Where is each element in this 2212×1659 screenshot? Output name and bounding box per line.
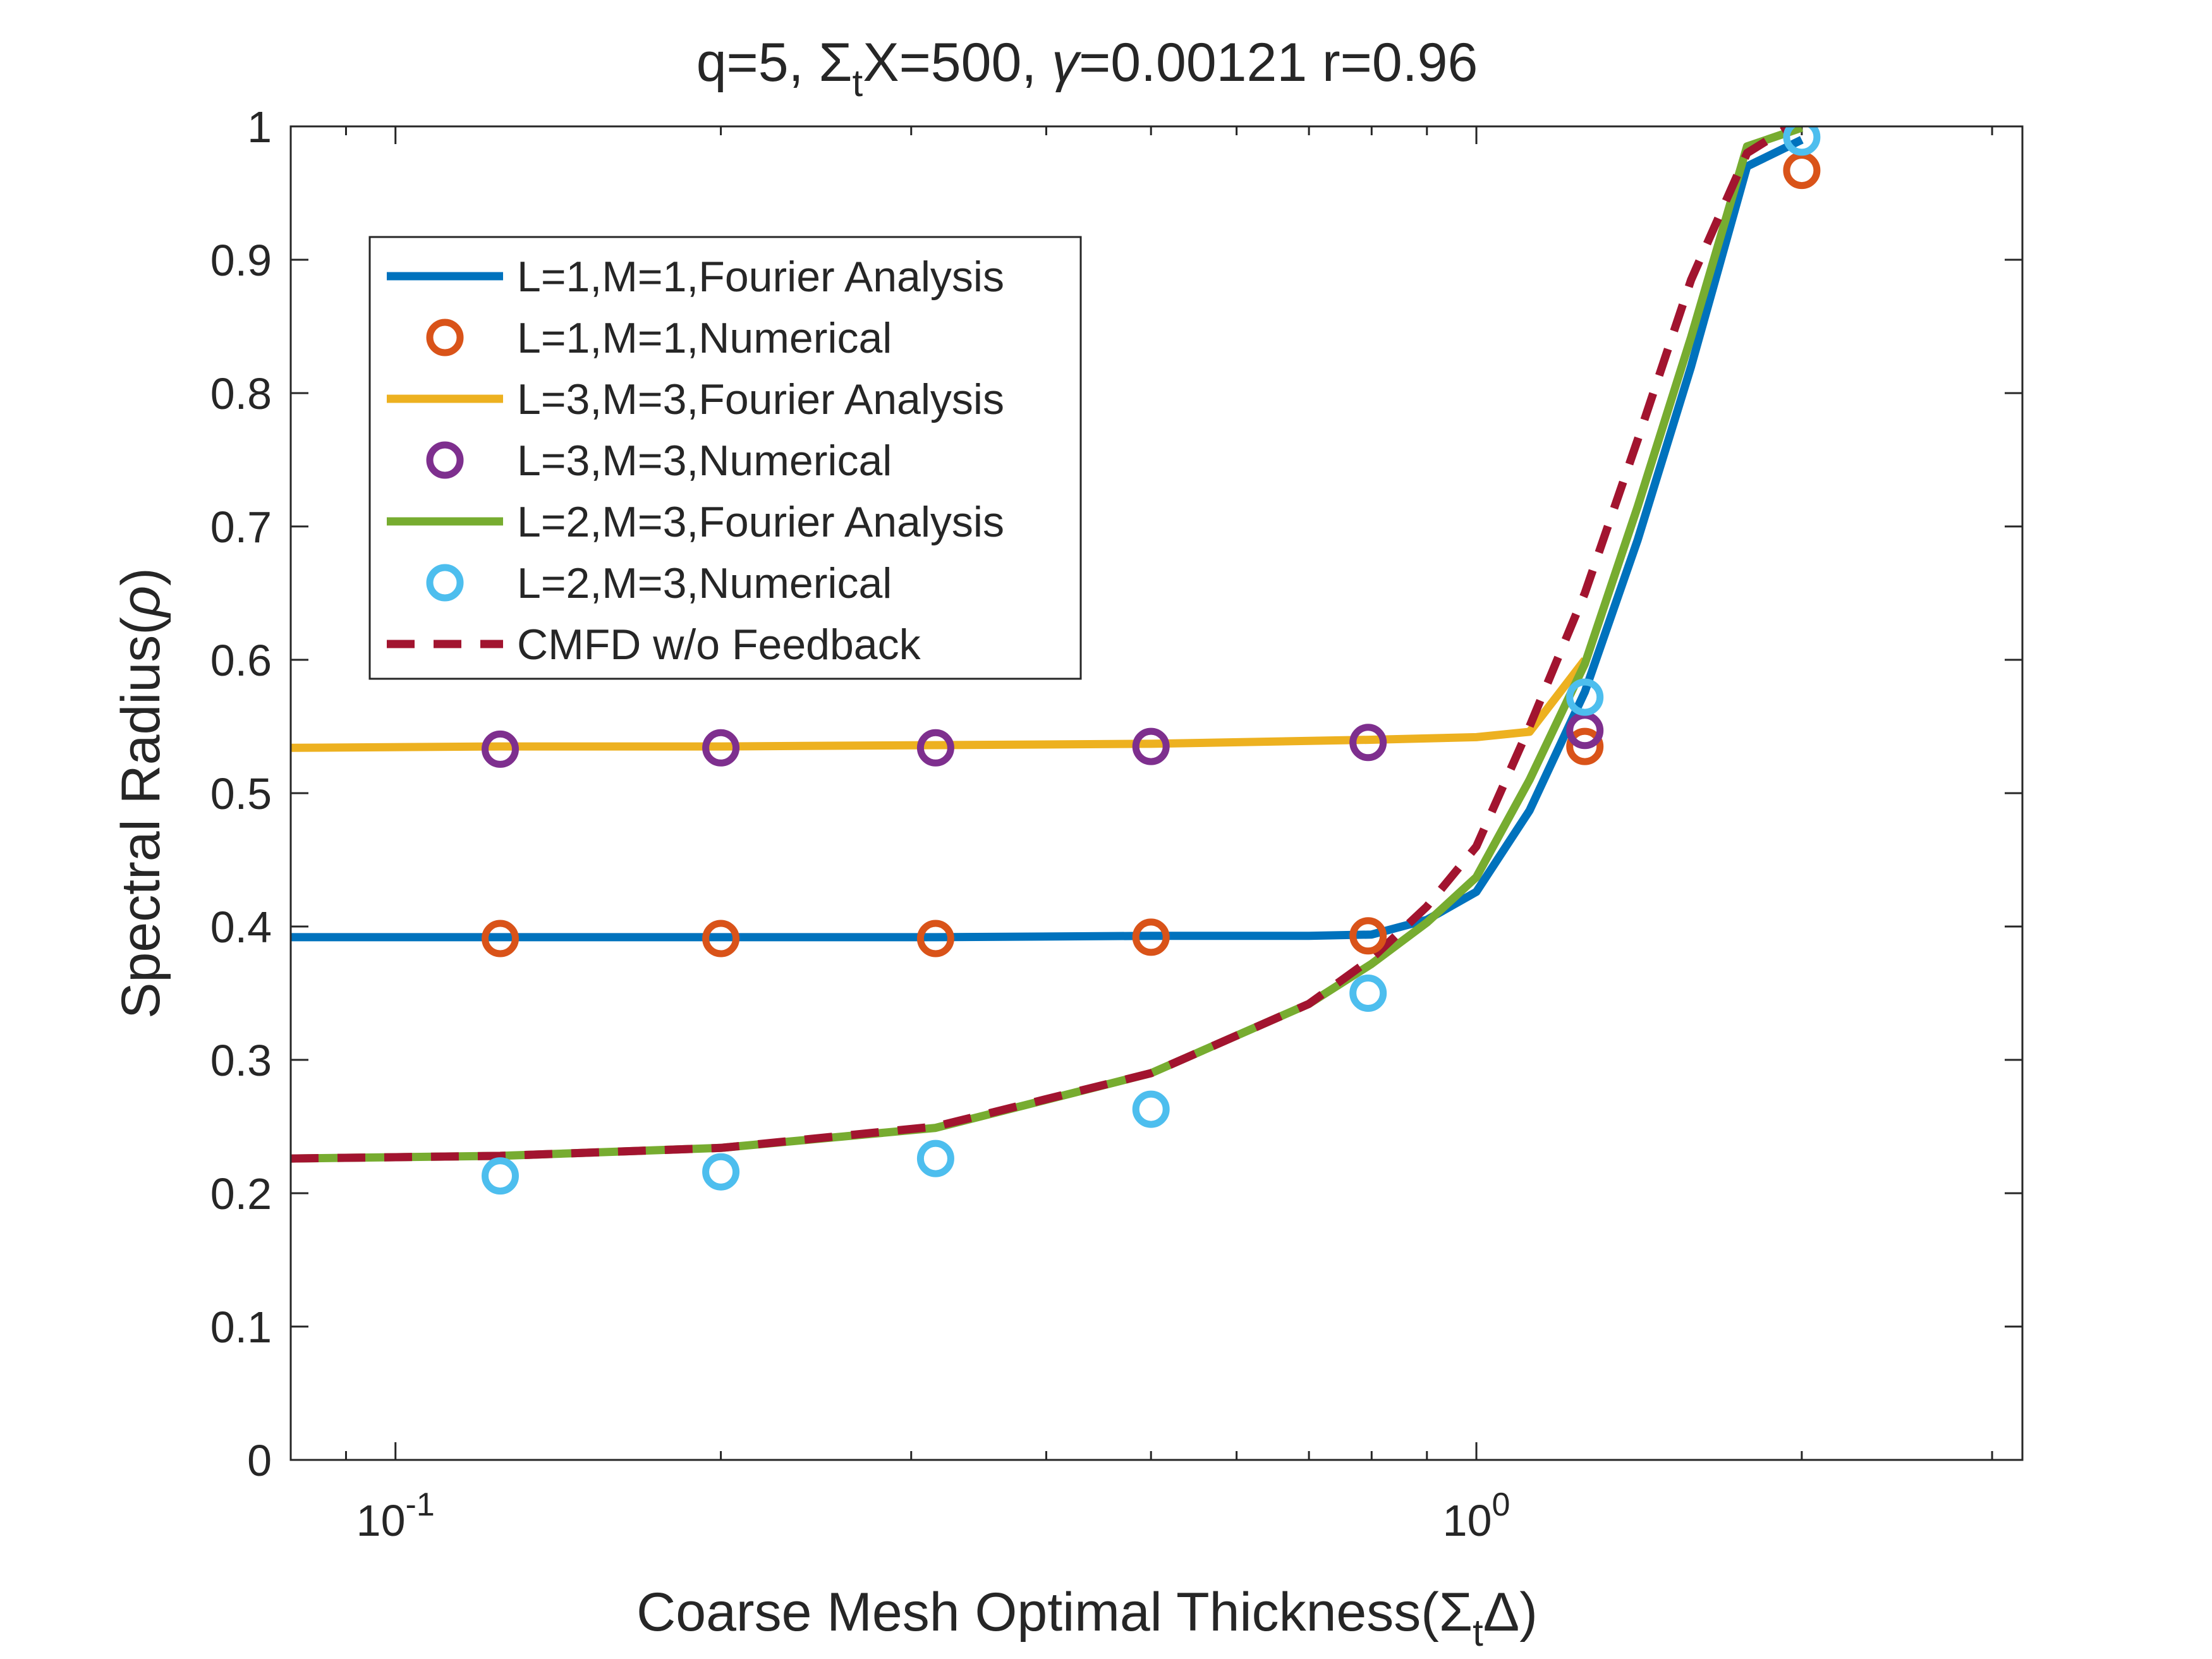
legend-label: L=3,M=3,Numerical: [517, 437, 892, 485]
marker-l-3-m-3-numerical: [1349, 724, 1387, 762]
legend-box: [368, 236, 1082, 680]
x-axis-label: Coarse Mesh Optimal Thickness(ΣtΔ): [636, 1582, 1538, 1654]
y-tick-label: 0.1: [210, 1303, 272, 1352]
legend-label: L=3,M=3,Fourier Analysis: [517, 375, 1004, 423]
legend-marker: [426, 564, 464, 602]
marker-l-3-m-3-numerical: [702, 729, 740, 767]
y-tick-label: 0.5: [210, 769, 272, 818]
x-tick-labels: 10-1 100: [356, 1486, 1510, 1545]
series-line-l-3-m-3-fourier-analysis: [291, 657, 1588, 752]
series-layer: [291, 126, 1821, 1195]
legend-label: L=1,M=1,Fourier Analysis: [517, 253, 1004, 301]
axes-box: [289, 125, 2024, 1461]
legend-label: L=1,M=1,Numerical: [517, 314, 892, 362]
marker-l-3-m-3-numerical: [482, 730, 519, 768]
y-tick-label: 0.2: [210, 1169, 272, 1218]
marker-l-1-m-1-numerical: [1349, 917, 1387, 955]
x-tick-label: 10-1: [356, 1486, 435, 1545]
marker-l-2-m-3-numerical: [482, 1157, 519, 1195]
marker-l-2-m-3-numerical: [1349, 975, 1387, 1012]
plot-clip: [291, 126, 1821, 1195]
marker-l-2-m-3-numerical: [1566, 678, 1604, 716]
marker-l-3-m-3-numerical: [916, 729, 954, 767]
legend-marker: [426, 319, 464, 356]
y-tick-label: 0: [247, 1436, 272, 1485]
y-axis-label: Spectral Radius(ρ): [111, 568, 171, 1019]
y-tick-label: 0.6: [210, 636, 272, 685]
x-tick-label: 100: [1443, 1486, 1510, 1545]
legend-label: CMFD w/o Feedback: [517, 621, 921, 669]
marker-l-1-m-1-numerical: [1132, 918, 1170, 956]
series-line-l-2-m-3-fourier-analysis: [291, 126, 1804, 1163]
y-tick-label: 0.4: [210, 902, 272, 952]
legend-label: L=2,M=3,Fourier Analysis: [517, 498, 1004, 546]
series-line-cmfd-w-o-feedback: [291, 126, 1792, 1163]
legend-label: L=2,M=3,Numerical: [517, 559, 892, 607]
legend: L=1,M=1,Fourier Analysis L=1,M=1,Numerica…: [368, 236, 1082, 680]
y-tick-label: 0.8: [210, 369, 272, 418]
chart-title: q=5, ΣtX=500, γ=0.00121 r=0.96: [696, 32, 1478, 104]
marker-l-1-m-1-numerical: [1566, 727, 1604, 765]
marker-l-2-m-3-numerical: [1783, 126, 1821, 156]
marker-l-3-m-3-numerical: [1132, 727, 1170, 765]
marker-l-1-m-1-numerical: [916, 920, 954, 957]
y-tick-labels: 0 0.1 0.2 0.3 0.4 0.5 0.6 0.7 0.8 0.9 1: [210, 102, 272, 1485]
y-tick-label: 0.9: [210, 236, 272, 285]
y-tick-label: 0.3: [210, 1036, 272, 1085]
legend-marker: [426, 441, 464, 479]
marker-l-2-m-3-numerical: [916, 1139, 954, 1177]
marker-l-1-m-1-numerical: [702, 920, 740, 957]
y-tick-label: 1: [247, 102, 272, 152]
y-tick-label: 0.7: [210, 502, 272, 552]
marker-l-1-m-1-numerical: [482, 920, 519, 957]
marker-l-2-m-3-numerical: [702, 1153, 740, 1191]
marker-l-2-m-3-numerical: [1132, 1090, 1170, 1128]
